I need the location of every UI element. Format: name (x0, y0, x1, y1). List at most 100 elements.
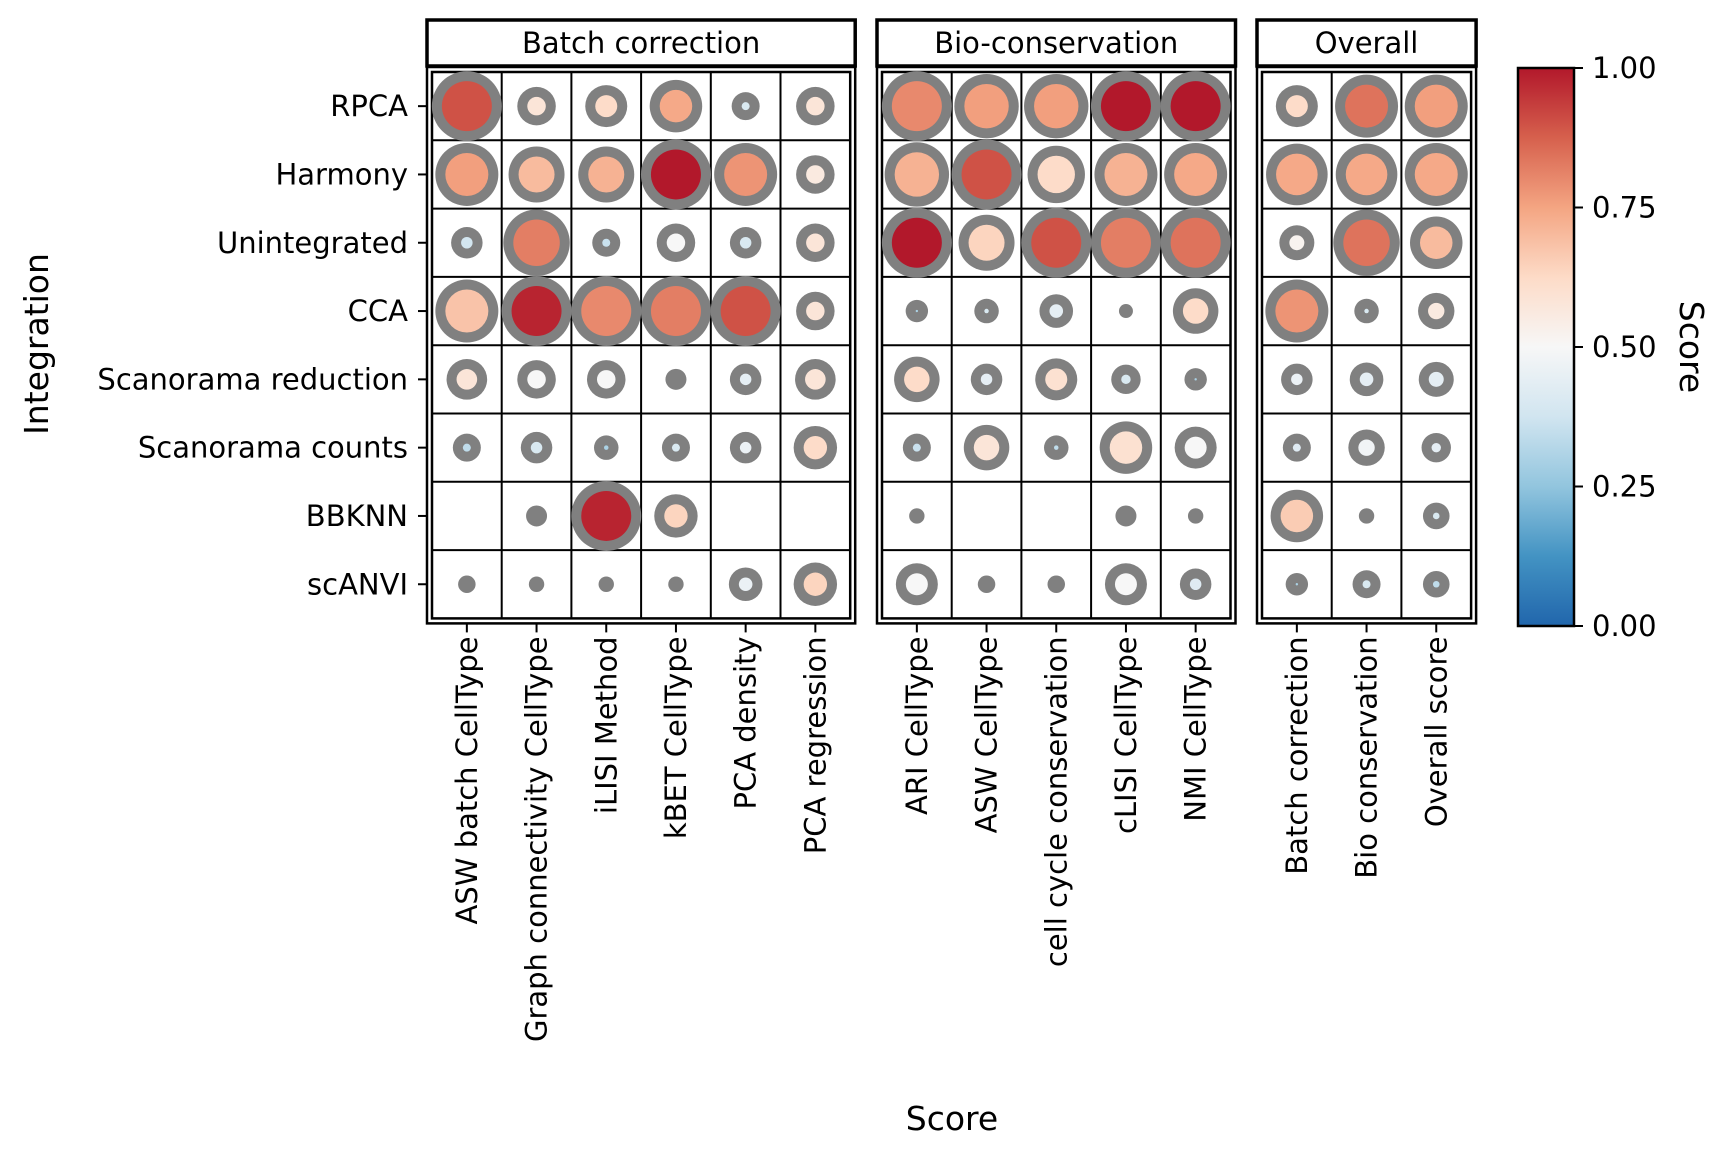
dot-fill (1109, 431, 1143, 464)
dot-fill (581, 286, 632, 337)
column-tick-label: PCA density (729, 636, 763, 809)
row-tick-label: Scanorama reduction (97, 362, 408, 396)
colorbar-tick-label: 0.00 (1592, 609, 1657, 643)
dot-fill (980, 373, 993, 386)
dot-fill (806, 301, 825, 321)
colorbar-title: Score (1672, 301, 1711, 393)
column-tick-label: ASW batch CellType (450, 636, 484, 924)
colorbar-tick-label: 0.50 (1592, 330, 1657, 364)
dot-fill (1100, 81, 1151, 132)
colorbar-tick-label: 0.75 (1592, 191, 1657, 225)
dot-fill (1295, 583, 1299, 586)
dot-fill (1345, 153, 1388, 196)
dot-ring (1187, 508, 1204, 524)
column-tick-label: iLISI Method (589, 636, 623, 814)
dot-fill (803, 572, 828, 596)
row-tick-label: scANVI (307, 567, 408, 601)
row-tick-label: Unintegrated (217, 226, 408, 260)
dot-fill (1414, 84, 1458, 128)
row-tick-label: Scanorama counts (138, 431, 408, 465)
dot-fill (462, 443, 471, 452)
dot-fill (1184, 436, 1207, 459)
dot-ring (598, 576, 614, 592)
dot-ring (1358, 508, 1375, 524)
dot-fill (1343, 219, 1390, 266)
dot-fill (1100, 217, 1151, 268)
panel-outer-border (425, 65, 857, 625)
dot-fill (891, 81, 942, 132)
dot-fill (1291, 373, 1303, 386)
dot-fill (891, 217, 942, 268)
dot-fill (1121, 374, 1131, 385)
column-tick-label: Batch correction (1280, 636, 1314, 874)
dot-fill (1045, 368, 1068, 391)
dot-fill (1170, 81, 1221, 132)
column-tick-label: cell cycle conservation (1039, 636, 1073, 967)
dot-fill (527, 96, 546, 116)
dot-fill (1345, 84, 1389, 128)
dot-ring (909, 508, 925, 524)
column-tick-label: cLISI CellType (1109, 636, 1143, 834)
dot-fill (738, 577, 753, 592)
dot-fill (964, 83, 1009, 129)
column-tick-label: ASW CellType (970, 636, 1004, 833)
colorbar: 1.00 0.75 0.50 0.25 0.00 Score (1516, 51, 1711, 643)
column-tick-label: NMI CellType (1179, 636, 1213, 821)
dot-fill (650, 286, 701, 337)
dot-fill (511, 286, 562, 337)
row-tick-label: CCA (348, 294, 408, 328)
panel-title-box (875, 18, 1238, 68)
row-tick-label: RPCA (330, 89, 408, 123)
dot-fill (1432, 512, 1440, 520)
dot-fill (973, 434, 1000, 461)
dot-fill (904, 366, 930, 393)
dot-fill (527, 370, 546, 389)
dot-fill (1428, 371, 1444, 387)
dot-fill (604, 445, 609, 450)
dot-fill (806, 165, 825, 184)
dot-fill (650, 149, 701, 200)
panel-title: Batch correction (522, 26, 760, 60)
dot-ring (977, 575, 996, 593)
dot-ring (528, 576, 545, 592)
dot-ring (526, 505, 548, 527)
colorbar-gradient (1516, 66, 1576, 628)
dot-fill (659, 89, 693, 123)
dot-fill (1280, 499, 1314, 533)
dot-fill (1364, 308, 1369, 314)
dot-fill (1431, 442, 1441, 453)
dot-fill (1359, 372, 1374, 387)
panel-0: Batch correction ASW batch CellType Graph … (425, 18, 857, 1042)
dot-fill (581, 490, 632, 541)
dot-fill (1275, 289, 1319, 333)
panel-title: Bio-conservation (934, 26, 1178, 60)
column-tick-label: Graph connectivity CellType (520, 636, 554, 1042)
dot-fill (739, 237, 752, 249)
dot-fill (595, 95, 618, 118)
dot-fill (806, 96, 825, 116)
dot-fill (664, 504, 688, 528)
column-tick-label: Bio conservation (1350, 636, 1384, 878)
panel-2: Overall Batch correction Bio conservation O… (1255, 18, 1478, 879)
y-axis-title: Integration (17, 253, 56, 435)
dot-fill (461, 237, 473, 249)
dot-fill (441, 81, 492, 132)
dot-fill (445, 152, 489, 196)
dot-fill (671, 443, 680, 452)
panel-title: Overall (1315, 26, 1419, 60)
dot-fill (1031, 217, 1082, 268)
dot-fill (1358, 439, 1375, 456)
dot-fill (1170, 217, 1221, 268)
dot-ring (668, 576, 684, 592)
dot-fill (1182, 298, 1209, 324)
dot-fill (724, 152, 768, 196)
dot-fill (1428, 302, 1445, 320)
dot-fill (741, 102, 750, 111)
dot-fill (739, 373, 752, 386)
dot-fill (739, 441, 752, 454)
column-tick-label: Overall score (1419, 636, 1453, 827)
dot-fill (602, 238, 611, 247)
dot-fill (1049, 304, 1064, 318)
panels: Batch correction ASW batch CellType Graph … (425, 18, 1478, 1042)
dot-fill (513, 219, 560, 266)
